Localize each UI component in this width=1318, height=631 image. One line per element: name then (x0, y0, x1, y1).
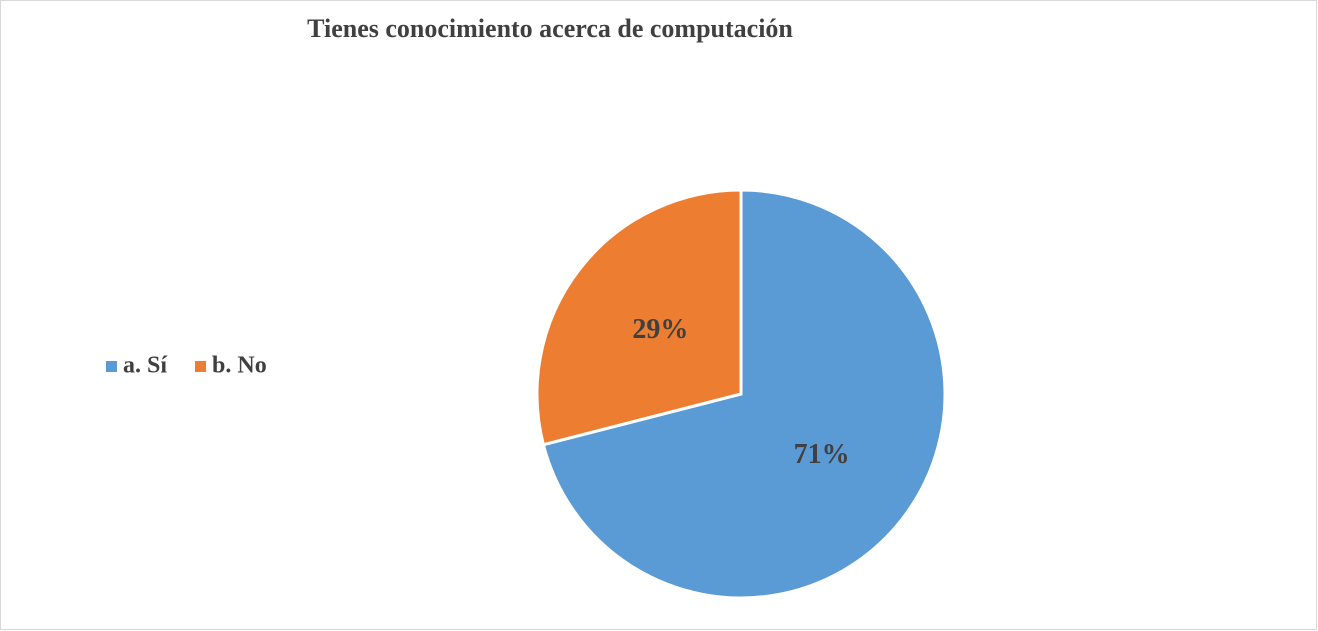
data-label: 29% (632, 314, 688, 345)
pie-slice (535, 188, 743, 447)
data-label: 71% (794, 439, 850, 470)
pie-slice (541, 188, 947, 600)
legend-label: a. Sí (123, 353, 167, 379)
legend-swatch (106, 361, 117, 372)
legend-swatch (195, 361, 207, 372)
chart-title: Tienes conocimiento acerca de computació… (307, 14, 793, 43)
legend-label: b. No (212, 353, 267, 379)
